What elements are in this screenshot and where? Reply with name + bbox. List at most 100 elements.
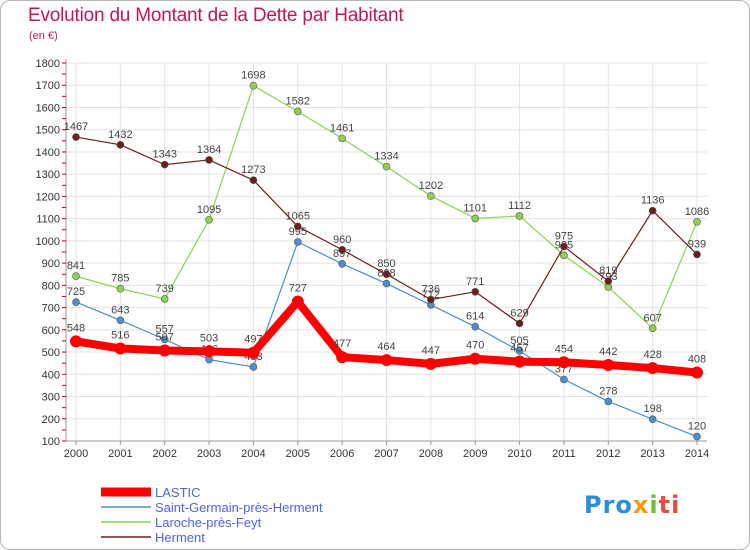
data-point xyxy=(693,432,701,441)
data-label: 1364 xyxy=(197,144,221,156)
data-label: 841 xyxy=(67,260,85,272)
legend-label: Saint-Germain-près-Herment xyxy=(155,500,323,515)
x-tick-label: 2009 xyxy=(463,448,487,460)
data-point xyxy=(382,162,391,171)
y-tick-label: 1600 xyxy=(36,102,60,114)
data-label: 1112 xyxy=(508,200,531,212)
data-point xyxy=(247,346,260,359)
data-label: 442 xyxy=(599,346,617,358)
x-tick-label: 2008 xyxy=(419,448,443,460)
y-tick-label: 400 xyxy=(42,369,60,381)
data-label: 457 xyxy=(510,343,528,355)
data-label: 785 xyxy=(111,273,129,285)
data-label: 497 xyxy=(244,334,262,346)
data-point xyxy=(338,245,346,254)
grid xyxy=(66,62,707,442)
data-label: 897 xyxy=(333,248,351,260)
x-tick-label: 2002 xyxy=(152,448,176,460)
data-point xyxy=(646,362,659,375)
data-point xyxy=(648,206,657,215)
data-label: 1461 xyxy=(330,122,354,134)
data-point xyxy=(471,288,480,296)
data-point xyxy=(336,351,349,364)
x-tick-label: 2001 xyxy=(108,448,132,460)
data-label: 1467 xyxy=(64,121,88,133)
data-label: 548 xyxy=(67,322,85,334)
data-point xyxy=(249,81,258,90)
data-label: 507 xyxy=(156,332,174,344)
x-tick-label: 2011 xyxy=(552,448,576,460)
data-label: 447 xyxy=(422,345,440,357)
data-label: 1582 xyxy=(286,95,310,107)
data-label: 771 xyxy=(466,276,484,288)
y-tick-label: 1700 xyxy=(36,80,60,92)
data-point xyxy=(515,212,524,220)
data-point xyxy=(70,335,82,348)
data-label: 516 xyxy=(111,330,129,342)
x-tick-label: 2004 xyxy=(241,448,265,460)
data-point xyxy=(72,298,80,306)
data-point xyxy=(513,355,526,368)
data-label: 850 xyxy=(377,258,395,270)
data-label: 739 xyxy=(156,283,174,295)
data-point xyxy=(691,366,703,379)
y-tick-label: 1300 xyxy=(36,169,60,181)
data-point xyxy=(293,107,302,116)
data-point xyxy=(293,238,302,246)
data-point xyxy=(380,354,393,367)
legend-label: Laroche-près-Feyt xyxy=(155,515,262,530)
y-tick-label: 1200 xyxy=(36,191,60,203)
x-tick-label: 2000 xyxy=(64,448,88,460)
data-label: 1334 xyxy=(374,151,398,163)
y-tick-label: 900 xyxy=(42,258,60,270)
data-label: 464 xyxy=(377,341,395,353)
legend-label: LASTIC xyxy=(155,485,201,500)
data-point xyxy=(382,279,391,288)
data-point xyxy=(338,259,346,268)
data-label: 960 xyxy=(333,234,351,246)
data-label: 725 xyxy=(67,286,85,298)
data-point xyxy=(427,295,435,304)
data-label: 1202 xyxy=(419,180,443,192)
series-LASTIC xyxy=(70,295,703,379)
data-point xyxy=(116,284,125,293)
data-point xyxy=(160,160,169,169)
data-point xyxy=(602,358,615,371)
legend-label: Herment xyxy=(155,530,205,545)
data-label: 819 xyxy=(599,265,617,277)
data-label: 198 xyxy=(643,403,661,415)
data-label: 1086 xyxy=(685,206,709,218)
y-tick-label: 1400 xyxy=(36,147,60,159)
data-point xyxy=(515,347,524,355)
x-tick-label: 2003 xyxy=(197,448,221,460)
data-point xyxy=(382,270,391,279)
data-point xyxy=(604,277,613,285)
data-label: 1273 xyxy=(241,164,265,176)
data-point xyxy=(469,352,482,365)
data-label: 736 xyxy=(422,284,440,296)
data-point xyxy=(72,272,80,281)
data-label: 629 xyxy=(510,307,528,319)
data-label: 557 xyxy=(156,323,174,335)
y-tick-label: 500 xyxy=(42,347,60,359)
data-label: 1136 xyxy=(641,195,665,207)
y-tick-label: 800 xyxy=(42,280,60,292)
data-label: 1065 xyxy=(286,210,310,222)
data-point xyxy=(72,133,80,141)
data-label: 975 xyxy=(555,230,573,242)
data-label: 614 xyxy=(466,311,484,323)
data-point xyxy=(293,222,302,231)
data-point xyxy=(560,375,568,384)
y-tick-label: 1500 xyxy=(36,125,60,137)
data-point xyxy=(205,156,213,164)
data-point xyxy=(648,415,657,424)
data-label: 505 xyxy=(510,335,528,347)
data-point xyxy=(693,250,701,259)
y-tick-label: 600 xyxy=(42,325,60,337)
chart-subtitle: (en €) xyxy=(29,30,58,42)
proxiti-logo: Proxiti xyxy=(584,491,681,519)
data-label: 1095 xyxy=(197,204,221,216)
data-label: 939 xyxy=(688,238,706,250)
data-point xyxy=(249,176,258,184)
